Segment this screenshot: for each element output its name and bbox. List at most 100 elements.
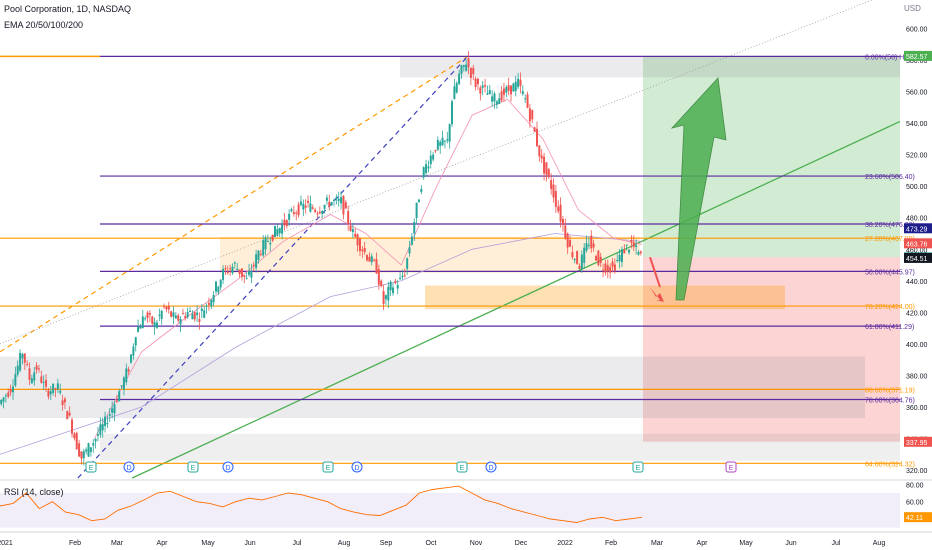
candle-body	[236, 268, 239, 271]
candle-body	[587, 244, 590, 246]
rsi-value-label: 42.11	[906, 515, 923, 522]
time-tick-label: Jun	[244, 540, 255, 547]
candle-body	[363, 247, 366, 253]
time-tick-label: Feb	[69, 540, 81, 547]
candle-body	[410, 236, 413, 245]
candle-body	[427, 166, 430, 169]
price-tick-label: 600.00	[906, 26, 928, 33]
time-tick-label: Jul	[293, 540, 302, 547]
candle-body	[240, 268, 243, 277]
dividend-marker	[222, 461, 234, 473]
candle-body	[96, 434, 99, 436]
candle-body	[172, 312, 175, 317]
candle-body	[309, 203, 312, 212]
event-marker-label: E	[636, 465, 641, 472]
candle-body	[42, 381, 45, 383]
candle-body	[271, 234, 274, 241]
candle-body	[30, 378, 33, 384]
candle-body	[375, 259, 378, 274]
candle-body	[16, 365, 19, 375]
price-tag-label: 454.51	[906, 256, 928, 263]
candle-body	[366, 255, 369, 261]
candle-body	[146, 312, 149, 318]
candle-body	[89, 447, 92, 452]
candle-body	[45, 379, 48, 387]
candle-body	[465, 64, 468, 71]
candle-body	[547, 169, 550, 178]
candle-body	[415, 202, 418, 218]
candle-body	[49, 391, 52, 395]
candle-body	[297, 204, 300, 216]
candle-body	[68, 412, 71, 416]
candle-body	[19, 352, 22, 371]
candle-body	[446, 139, 449, 141]
candle-body	[212, 294, 215, 303]
candle-body	[380, 280, 383, 287]
candle-body	[259, 253, 262, 255]
candle-body	[66, 411, 69, 420]
candle-body	[37, 368, 40, 370]
candle-body	[491, 96, 494, 102]
price-tag-label: 473.29	[906, 226, 928, 233]
candle-body	[191, 313, 194, 320]
candle-body	[179, 318, 182, 325]
candle-body	[299, 201, 302, 205]
currency-label: USD	[904, 4, 921, 13]
candle-body	[472, 67, 475, 75]
candle-body	[141, 316, 144, 329]
price-tick-label: 560.00	[906, 89, 928, 96]
candle-body	[63, 398, 66, 403]
trend-line-dotted	[0, 0, 874, 345]
earnings-marker	[187, 461, 199, 473]
candle-body	[632, 242, 635, 247]
candle-body	[460, 65, 463, 74]
candle-body	[439, 141, 442, 147]
event-marker-label: D	[225, 465, 230, 472]
candle-body	[358, 238, 361, 252]
candle-body	[73, 433, 76, 439]
price-tag	[904, 50, 932, 61]
time-tick-label: 2022	[557, 540, 573, 547]
candle-body	[554, 191, 557, 207]
trend-line-orange-dashed	[0, 56, 468, 353]
candle-body	[0, 399, 3, 404]
candle-body	[342, 195, 345, 215]
price-tag-label: 582.57	[906, 54, 928, 61]
candle-body	[368, 256, 371, 262]
candle-body	[125, 368, 128, 383]
candle-body	[269, 242, 272, 245]
candle-body	[75, 432, 78, 450]
candle-body	[217, 286, 220, 293]
candle-body	[9, 389, 12, 393]
event-marker-label: D	[488, 465, 493, 472]
candle-body	[476, 78, 479, 85]
candle-body	[222, 268, 225, 281]
candle-body	[148, 312, 151, 315]
candle-body	[453, 86, 456, 100]
candle-body	[620, 249, 623, 263]
candle-body	[337, 198, 340, 201]
candle-body	[434, 149, 437, 152]
orange-zone	[425, 285, 785, 310]
event-marker-label: D	[126, 465, 131, 472]
candle-body	[613, 264, 616, 271]
price-tick-label: 440.00	[906, 279, 928, 286]
candle-body	[481, 85, 484, 88]
candle-body	[210, 299, 213, 307]
candle-body	[436, 139, 439, 150]
dividend-marker	[485, 461, 497, 473]
candle-body	[115, 400, 118, 402]
candle-body	[441, 137, 444, 146]
fib-level-label: 50.00%(445.97)	[865, 269, 915, 276]
candle-body	[604, 263, 607, 273]
candle-body	[382, 291, 385, 304]
candle-body	[370, 256, 373, 263]
candle-body	[540, 155, 543, 159]
candle-body	[127, 369, 130, 372]
candle-body	[493, 93, 496, 102]
ema-indicator-label: EMA 20/50/100/200	[4, 20, 84, 30]
rsi-indicator-label: RSI (14, close)	[4, 487, 64, 497]
candle-body	[174, 315, 177, 319]
candle-body	[120, 385, 123, 387]
